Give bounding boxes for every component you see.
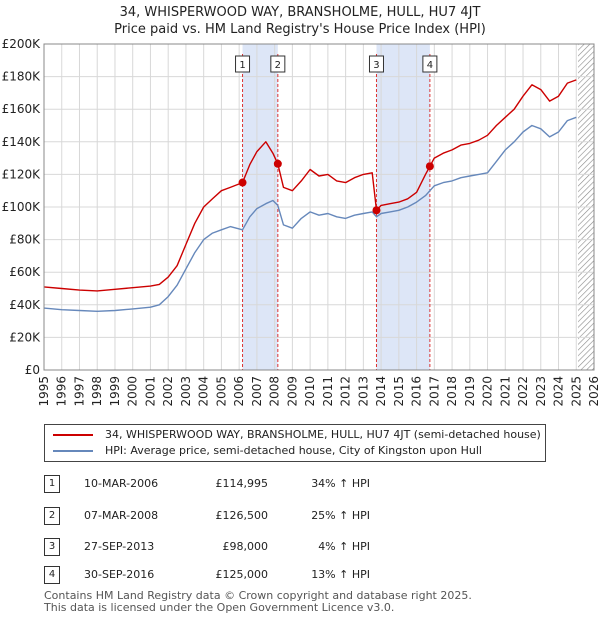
sale-number-badge: 1 bbox=[44, 475, 60, 493]
x-tick-label: 2012 bbox=[339, 376, 353, 407]
y-tick-label: £140K bbox=[2, 135, 42, 149]
x-tick-label: 2019 bbox=[463, 376, 477, 407]
x-tick-label: 2020 bbox=[481, 376, 495, 407]
y-tick-label: £40K bbox=[9, 298, 41, 312]
legend-label-property: 34, WHISPERWOOD WAY, BRANSHOLME, HULL, H… bbox=[105, 428, 541, 441]
chart-title: 34, WHISPERWOOD WAY, BRANSHOLME, HULL, H… bbox=[119, 5, 481, 20]
legend-swatch-property bbox=[53, 434, 93, 436]
x-tick-label: 2006 bbox=[232, 376, 246, 407]
x-tick-label: 1998 bbox=[90, 376, 104, 407]
y-tick-label: £0 bbox=[25, 363, 40, 377]
sale-number-badge: 2 bbox=[44, 507, 60, 525]
y-tick-label: £100K bbox=[2, 200, 42, 214]
x-tick-label: 2024 bbox=[552, 376, 566, 407]
x-tick-label: 2015 bbox=[392, 376, 406, 407]
legend-swatch-hpi bbox=[53, 450, 93, 452]
sale-marker-box bbox=[235, 55, 251, 73]
x-tick-label: 2005 bbox=[214, 376, 228, 407]
attribution: Contains HM Land Registry data © Crown c… bbox=[44, 590, 472, 614]
x-tick-label: 2013 bbox=[356, 376, 370, 407]
y-tick-label: £180K bbox=[2, 70, 42, 84]
x-tick-label: 2002 bbox=[161, 376, 175, 407]
x-tick-label: 2014 bbox=[374, 376, 388, 407]
y-tick-label: £20K bbox=[9, 330, 41, 344]
sale-marker-label: 1 bbox=[239, 60, 245, 71]
sale-price: £125,000 bbox=[215, 568, 269, 581]
x-tick-label: 1995 bbox=[37, 376, 51, 407]
chart-legend: 34, WHISPERWOOD WAY, BRANSHOLME, HULL, H… bbox=[44, 424, 546, 462]
x-tick-label: 2003 bbox=[179, 376, 193, 407]
sale-marker-box bbox=[270, 55, 286, 73]
x-tick-label: 2016 bbox=[410, 376, 424, 407]
x-tick-label: 2000 bbox=[126, 376, 140, 407]
x-tick-label: 2004 bbox=[197, 376, 211, 407]
sale-row: 2 07-MAR-2008 £126,500 25% ↑ HPI bbox=[0, 507, 600, 527]
legend-label-hpi: HPI: Average price, semi-detached house,… bbox=[105, 444, 482, 457]
x-tick-label: 2025 bbox=[569, 376, 583, 407]
sale-hpi-change: 25% ↑ HPI bbox=[311, 509, 370, 522]
x-tick-label: 2026 bbox=[587, 376, 600, 407]
y-tick-label: £160K bbox=[2, 102, 42, 116]
y-tick-label: £60K bbox=[9, 265, 41, 279]
sale-point bbox=[425, 162, 434, 171]
chart-subtitle: Price paid vs. HM Land Registry's House … bbox=[114, 22, 486, 37]
x-tick-label: 2021 bbox=[498, 376, 512, 407]
x-tick-label: 2008 bbox=[268, 376, 282, 407]
sale-hpi-change: 34% ↑ HPI bbox=[311, 477, 370, 490]
sale-row: 1 10-MAR-2006 £114,995 34% ↑ HPI bbox=[0, 475, 600, 495]
x-tick-label: 2011 bbox=[321, 376, 335, 407]
y-tick-label: £120K bbox=[2, 167, 42, 181]
sale-marker-box bbox=[368, 55, 384, 73]
x-tick-label: 1997 bbox=[72, 376, 86, 407]
x-tick-label: 2022 bbox=[516, 376, 530, 407]
sale-marker-label: 3 bbox=[373, 60, 379, 71]
sale-hpi-change: 13% ↑ HPI bbox=[311, 568, 370, 581]
x-tick-label: 2007 bbox=[250, 376, 264, 407]
sale-marker-label: 2 bbox=[275, 60, 281, 71]
plot-frame bbox=[43, 43, 595, 371]
sale-price: £114,995 bbox=[215, 477, 269, 490]
sale-row: 4 30-SEP-2016 £125,000 13% ↑ HPI bbox=[0, 566, 600, 586]
x-tick-label: 2001 bbox=[143, 376, 157, 407]
x-tick-label: 2010 bbox=[303, 376, 317, 407]
x-tick-label: 2009 bbox=[285, 376, 299, 407]
sale-date: 27-SEP-2013 bbox=[84, 540, 155, 553]
sale-date: 07-MAR-2008 bbox=[84, 509, 159, 522]
sale-hpi-change: 4% ↑ HPI bbox=[318, 540, 370, 553]
sale-marker-label: 4 bbox=[427, 60, 433, 71]
sale-marker-box bbox=[422, 55, 438, 73]
sale-point bbox=[372, 206, 381, 215]
sale-number-badge: 3 bbox=[44, 538, 60, 556]
y-tick-label: £200K bbox=[2, 37, 42, 51]
sale-price: £98,000 bbox=[222, 540, 269, 553]
sale-point bbox=[238, 178, 247, 187]
hpi-price-line bbox=[43, 116, 577, 312]
sale-row: 3 27-SEP-2013 £98,000 4% ↑ HPI bbox=[0, 538, 600, 558]
y-tick-label: £80K bbox=[9, 233, 41, 247]
x-tick-label: 1996 bbox=[55, 376, 69, 407]
attribution-line: Contains HM Land Registry data © Crown c… bbox=[44, 589, 472, 602]
property-price-line bbox=[43, 79, 577, 292]
sale-point bbox=[273, 159, 282, 168]
sale-date: 30-SEP-2016 bbox=[84, 568, 155, 581]
sale-date: 10-MAR-2006 bbox=[84, 477, 159, 490]
x-tick-label: 2018 bbox=[445, 376, 459, 407]
price-chart: 1 2 3 4 £0 £20K £40K £60K £80K £100K £120K £140K £1… bbox=[2, 37, 600, 407]
x-tick-label: 2023 bbox=[534, 376, 548, 407]
x-tick-label: 1999 bbox=[108, 376, 122, 407]
sale-price: £126,500 bbox=[215, 509, 269, 522]
sale-number-badge: 4 bbox=[44, 566, 60, 584]
x-tick-label: 2017 bbox=[427, 376, 441, 407]
attribution-line: This data is licensed under the Open Gov… bbox=[44, 601, 395, 614]
